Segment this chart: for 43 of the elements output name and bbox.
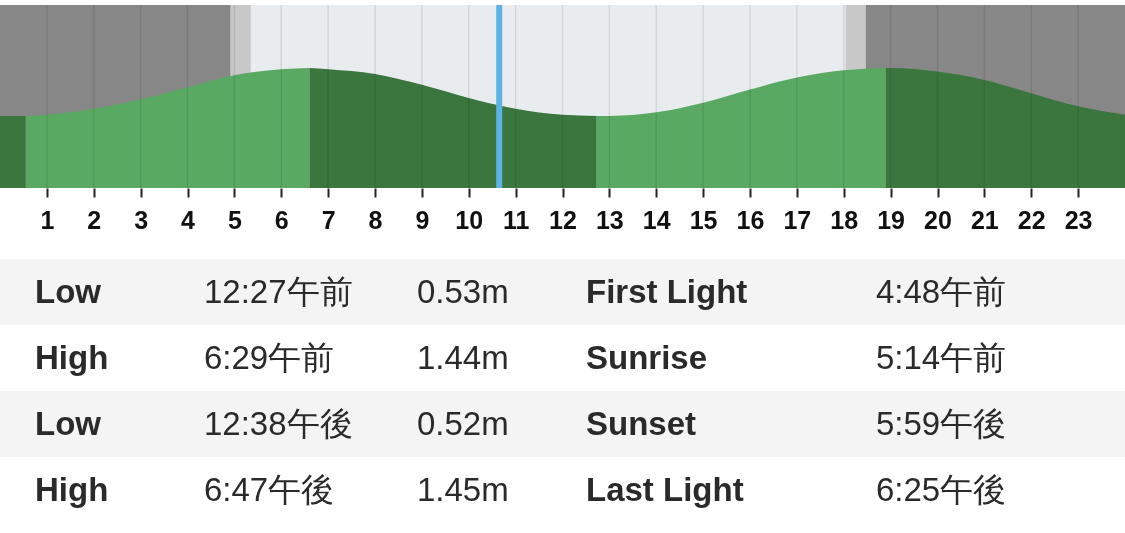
x-tick-label: 19 xyxy=(877,205,906,234)
x-tick-label: 14 xyxy=(642,205,671,234)
x-tick-label: 2 xyxy=(87,205,102,234)
x-tick-label: 13 xyxy=(595,205,624,234)
text: 6:47午後 xyxy=(204,470,335,510)
x-tick-label: 17 xyxy=(783,205,812,234)
text: First Light xyxy=(586,272,748,312)
text: 12:27午前 xyxy=(204,272,353,312)
x-tick-label: 15 xyxy=(689,205,718,234)
x-tick-label: 4 xyxy=(181,205,196,234)
text: 6:29午前 xyxy=(204,338,335,378)
text: 4:48午前 xyxy=(876,272,1007,312)
text: 6:25午後 xyxy=(876,470,1007,510)
text: High xyxy=(35,338,109,378)
text: Sunrise xyxy=(586,338,708,378)
text: 1.44m xyxy=(417,338,509,378)
text: Low xyxy=(35,272,101,312)
text: 5:14午前 xyxy=(876,338,1007,378)
x-tick-label: 5 xyxy=(227,205,242,234)
x-tick-label: 22 xyxy=(1017,205,1046,234)
text: 12:38午後 xyxy=(204,404,353,444)
text: 0.53m xyxy=(417,272,509,312)
x-tick-label: 21 xyxy=(970,205,999,234)
text: 5:59午後 xyxy=(876,404,1007,444)
text: 1.45m xyxy=(417,470,509,510)
x-tick-label: 9 xyxy=(415,205,430,234)
text: Last Light xyxy=(586,470,744,510)
x-tick-label: 12 xyxy=(549,205,577,234)
x-tick-label: 7 xyxy=(321,205,336,234)
x-tick-label: 23 xyxy=(1064,205,1093,234)
text: High xyxy=(35,470,109,510)
text: Low xyxy=(35,404,101,444)
text: Sunset xyxy=(586,404,697,444)
x-tick-label: 1 xyxy=(40,205,55,234)
text: 0.52m xyxy=(417,404,509,444)
x-tick-label: 18 xyxy=(830,205,859,234)
x-tick-label: 3 xyxy=(134,205,149,234)
x-tick-label: 10 xyxy=(455,205,484,234)
x-tick-label: 8 xyxy=(368,205,383,234)
x-tick-label: 20 xyxy=(924,205,952,234)
x-tick-label: 6 xyxy=(274,205,289,234)
x-tick-label: 11 xyxy=(502,205,530,234)
x-tick-label: 16 xyxy=(736,205,765,234)
